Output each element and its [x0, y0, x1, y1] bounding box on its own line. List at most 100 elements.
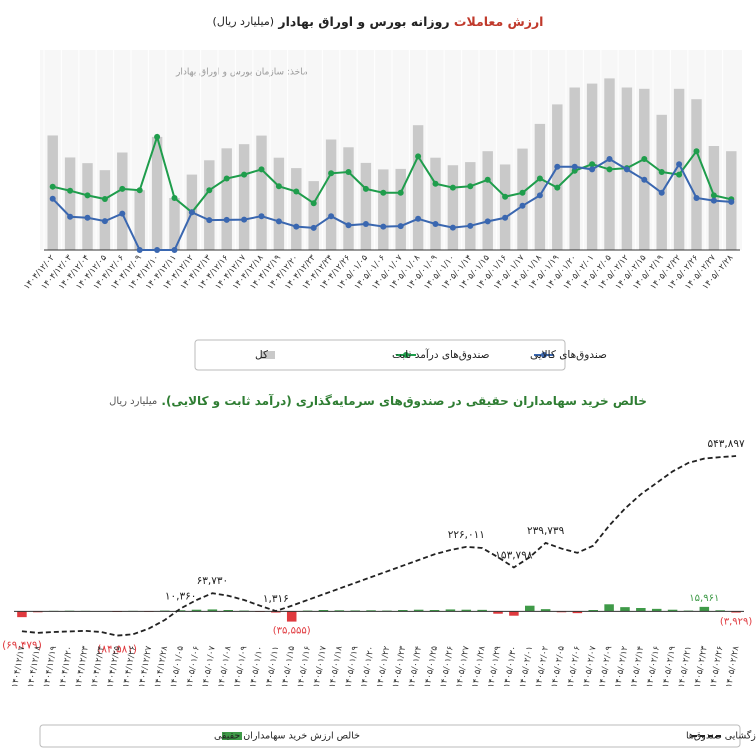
data-label: ۱۵۳,۷۹۸	[495, 549, 533, 561]
x-tick-label: ۱۴۰۵/۰۱/۲۰	[359, 645, 376, 688]
bar	[207, 609, 218, 612]
point	[415, 153, 422, 160]
bar	[699, 606, 710, 612]
x-tick-label: ۱۴۰۵/۰۱/۲۷	[455, 645, 472, 689]
x-tick-label: ۱۴۰۵/۰۱/۱۸	[328, 645, 345, 689]
point	[676, 161, 683, 168]
point	[310, 224, 317, 231]
point	[676, 171, 683, 178]
x-tick-label: ۱۴۰۵/۰۲/۰۵	[550, 645, 567, 689]
point	[467, 222, 474, 229]
point	[710, 192, 717, 199]
bar	[477, 609, 487, 612]
x-tick-label: ۱۴۰۵/۰۱/۲۶	[439, 645, 456, 688]
point	[449, 184, 456, 191]
point	[641, 156, 648, 162]
bar	[715, 610, 725, 612]
data-label: ۵۴۳,۸۹۷	[707, 438, 745, 450]
bar	[673, 88, 685, 250]
bar	[378, 169, 389, 250]
point	[67, 187, 74, 194]
x-tick-label: ۱۴۰۵/۰۲/۱۹	[661, 645, 678, 689]
point	[449, 224, 456, 231]
x-tick-label: ۱۴۰۵/۰۲/۲۶	[708, 645, 725, 688]
point	[49, 183, 56, 190]
point	[223, 216, 230, 223]
title: خالص خرید سهامداران حقیقی در صندوق‌های س…	[161, 393, 647, 409]
point	[328, 213, 335, 220]
point	[119, 210, 126, 217]
title-part: (میلیارد ریال)	[213, 15, 275, 28]
subtitle: میلیارد ریال	[109, 396, 157, 407]
bar	[256, 135, 267, 250]
bar	[343, 147, 354, 250]
point	[293, 188, 300, 195]
bar	[47, 135, 58, 250]
x-tick-label: ۱۴۰۵/۰۲/۲۳	[693, 645, 710, 689]
point	[275, 183, 282, 190]
x-tick-label: ۱۴۰۵/۰۲/۰۷	[581, 645, 598, 689]
x-tick-label: ۱۴۰۵/۰۱/۳۰	[502, 645, 519, 688]
bar	[429, 610, 440, 612]
point	[136, 187, 143, 194]
point	[693, 195, 700, 201]
bar	[691, 99, 702, 250]
point	[328, 170, 335, 177]
x-tick-label: ۱۴۰۵/۰۱/۱۶	[296, 645, 313, 688]
x-tick-label: ۱۴۰۴/۱۲/۲۰	[58, 645, 75, 688]
bar	[223, 610, 233, 612]
data-label: ۱۰,۳۶۰	[165, 590, 197, 602]
bar	[151, 136, 163, 250]
point	[258, 166, 265, 173]
x-tick-label: ۱۴۰۵/۰۱/۰۹	[232, 645, 249, 689]
point	[223, 175, 230, 182]
point	[519, 202, 526, 209]
data-label: ۲۳۹,۷۳۹	[527, 525, 565, 537]
legend-swatch	[222, 732, 242, 740]
data-label: ۶۳,۷۳۰	[197, 575, 229, 587]
point	[728, 198, 735, 205]
data-label: ۱۵,۹۶۱	[689, 593, 719, 604]
data-label: (۸۴,۵۸۱)	[97, 644, 137, 656]
bar	[636, 608, 646, 612]
x-tick-label: ۱۴۰۴/۱۲/۱۹	[42, 645, 59, 689]
x-tick-label: ۱۴۰۵/۰۲/۲۱	[677, 645, 694, 688]
legend-swatch	[261, 351, 275, 359]
point	[84, 214, 91, 221]
point	[536, 175, 543, 182]
bar	[318, 610, 329, 612]
bar	[604, 78, 615, 251]
point	[484, 176, 491, 183]
bar	[360, 162, 372, 250]
point	[241, 171, 248, 178]
x-tick-label: ۱۴۰۵/۰۲/۱۲	[613, 645, 630, 689]
x-tick-label: ۱۴۰۵/۰۲/۰۲	[534, 645, 551, 689]
point	[502, 214, 509, 221]
point	[101, 196, 108, 203]
x-tick-label: ۱۴۰۵/۰۱/۱۱	[264, 645, 281, 688]
bar	[395, 168, 406, 250]
x-tick-label: ۱۴۰۵/۰۱/۰۵	[169, 645, 186, 689]
x-tick-label: ۱۴۰۵/۰۱/۱۷	[312, 645, 329, 689]
bar	[325, 139, 337, 250]
x-tick-label: ۱۴۰۴/۱۲/۱۸	[26, 645, 43, 689]
chart-title: ارزش معاملات روزانه بورس و اوراق بهادار …	[213, 14, 544, 29]
x-tick-label: ۱۴۰۵/۰۲/۲۸	[724, 645, 741, 689]
point	[397, 223, 404, 230]
bar	[308, 181, 319, 250]
point	[154, 247, 161, 253]
legend-box	[39, 724, 741, 748]
legend-label: روند تجمعی خالص خرید سهامداران حقیقی از …	[686, 730, 756, 742]
point	[258, 213, 265, 220]
bar	[238, 144, 250, 250]
bar	[82, 163, 93, 250]
x-tick-label: ۱۴۰۵/۰۱/۰۶	[185, 645, 202, 688]
x-tick-label: ۱۴۰۵/۰۱/۱۰	[248, 645, 265, 688]
point	[171, 195, 178, 201]
legend-swatch	[541, 352, 547, 358]
bar	[552, 104, 563, 251]
source-note: ماخذ: سازمان بورس و اوراق بهادار	[175, 68, 308, 78]
point	[432, 221, 439, 227]
point	[623, 166, 630, 173]
point	[49, 195, 56, 202]
